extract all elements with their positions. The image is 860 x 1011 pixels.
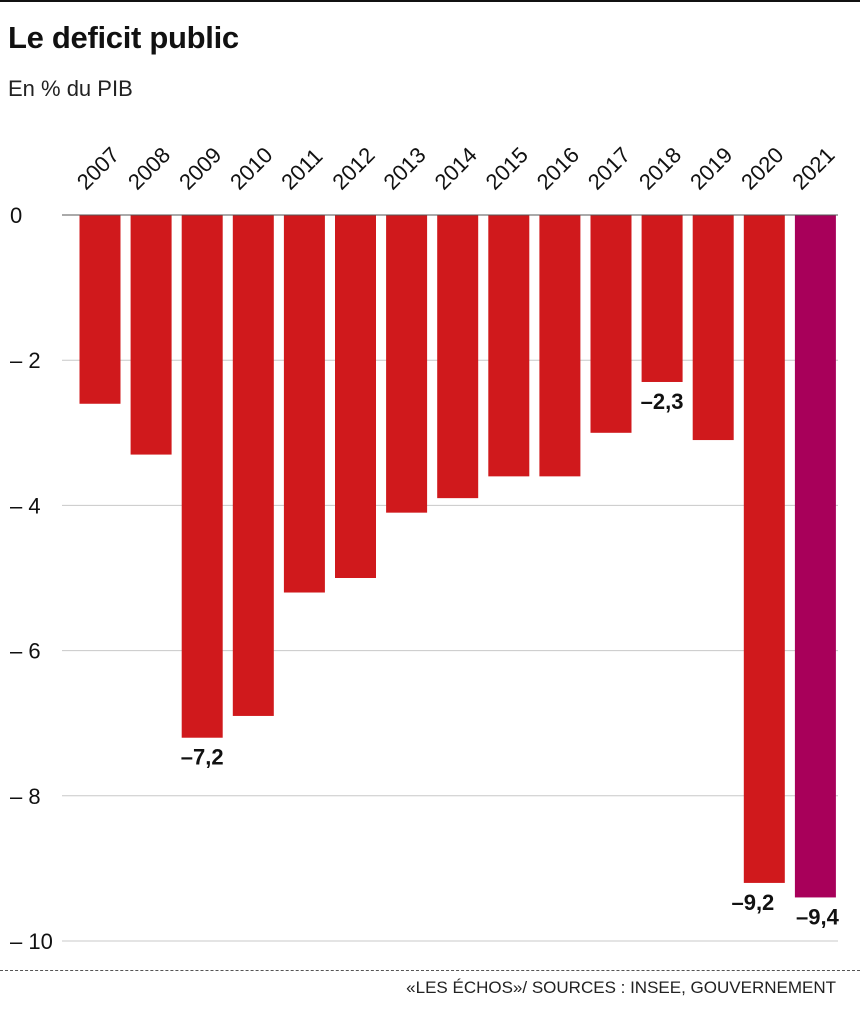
x-tick-label: 2011 [276, 143, 327, 194]
x-tick-label: 2013 [378, 142, 430, 194]
x-tick-label: 2016 [532, 142, 584, 194]
y-tick-label: – 4 [10, 493, 41, 518]
x-tick-label: 2010 [225, 142, 277, 194]
bar [437, 215, 479, 499]
bar [692, 215, 734, 441]
data-label: –9,4 [796, 904, 840, 929]
x-tick-label: 2021 [787, 142, 839, 194]
bar [283, 215, 325, 593]
y-tick-label: – 2 [10, 348, 41, 373]
data-label: –9,2 [731, 890, 774, 915]
source-note: «LES ÉCHOS»/ SOURCES : INSEE, GOUVERNEME… [406, 978, 836, 997]
bar [130, 215, 172, 455]
x-tick-label: 2012 [327, 142, 379, 194]
bar [79, 215, 121, 404]
bar [641, 215, 683, 382]
bar [590, 215, 632, 433]
bar [743, 215, 785, 883]
bar [181, 215, 223, 738]
y-tick-label: – 6 [10, 639, 41, 664]
x-tick-label: 2017 [583, 142, 635, 194]
y-tick-label: 0 [10, 203, 22, 228]
footer-divider [0, 970, 860, 971]
x-tick-label: 2018 [634, 142, 686, 194]
bar [335, 215, 376, 578]
bar [386, 215, 428, 513]
x-tick-label: 2019 [685, 142, 737, 194]
x-tick-label: 2009 [174, 142, 226, 194]
bar [232, 215, 274, 716]
x-tick-label: 2008 [123, 142, 175, 194]
data-label: –7,2 [181, 745, 224, 770]
chart-subtitle: En % du PIB [8, 76, 133, 101]
x-tick-label: 2015 [481, 142, 533, 194]
x-tick-label: 2007 [72, 142, 124, 194]
y-tick-label: – 10 [10, 929, 53, 954]
chart-title: Le deficit public [8, 20, 239, 55]
top-rule [0, 0, 860, 2]
x-tick-label: 2014 [430, 142, 482, 194]
y-tick-label: – 8 [10, 784, 41, 809]
x-tick-label: 2020 [736, 142, 788, 194]
bar [794, 215, 836, 898]
bar [539, 215, 581, 477]
bar [488, 215, 530, 477]
data-label: –2,3 [641, 389, 684, 414]
